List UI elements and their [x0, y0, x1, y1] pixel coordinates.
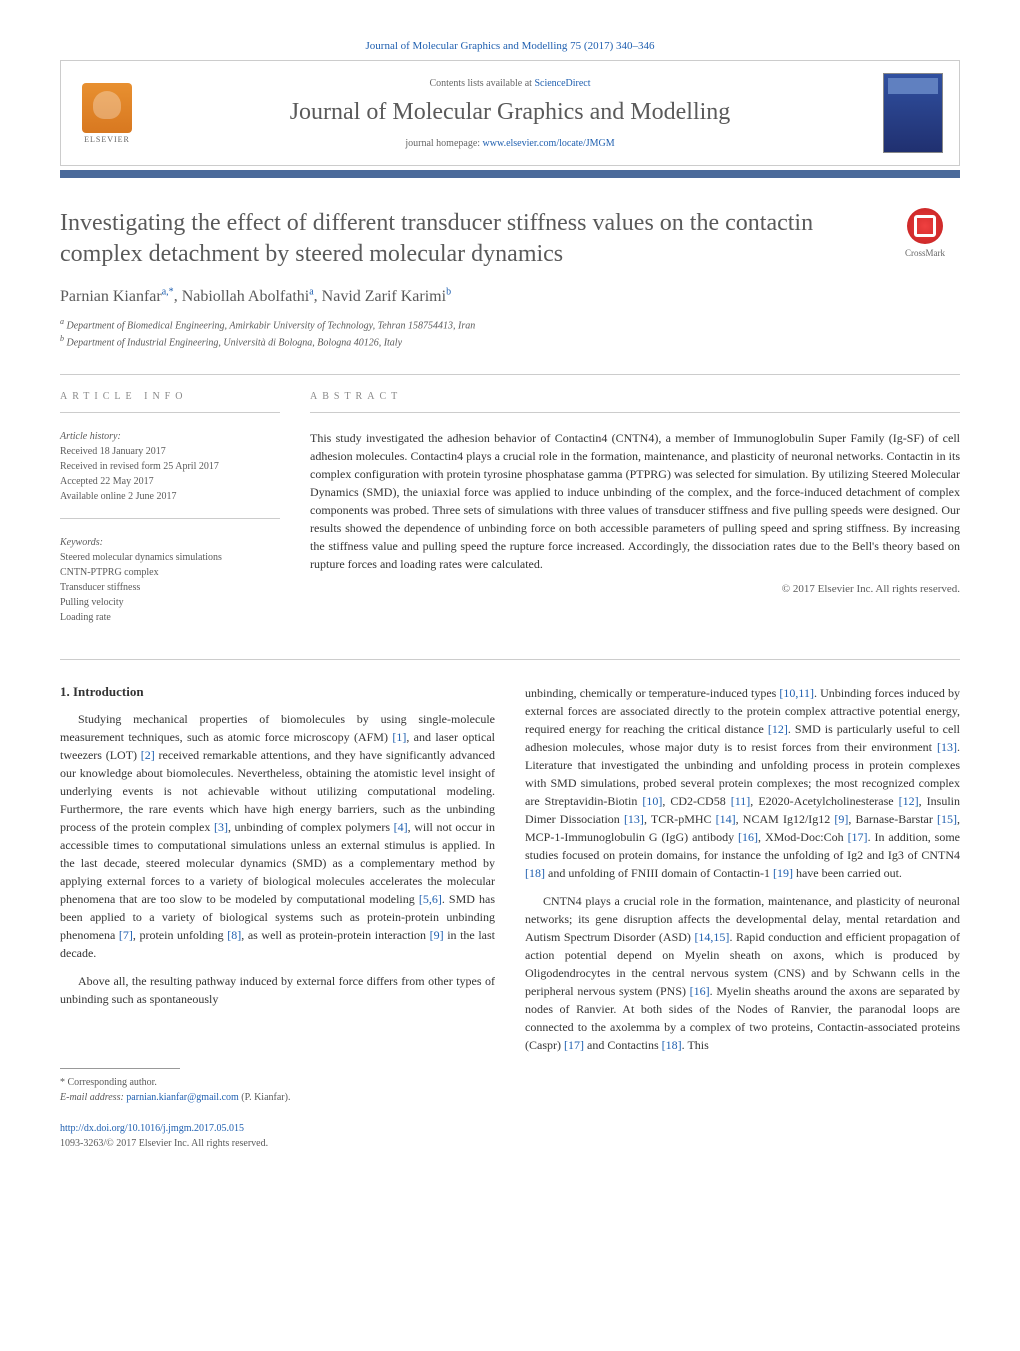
title-row: Investigating the effect of different tr…	[60, 208, 960, 270]
sciencedirect-link[interactable]: ScienceDirect	[534, 78, 590, 89]
author-name: Nabiollah Abolfathi	[182, 288, 310, 305]
keyword: Steered molecular dynamics simulations	[60, 550, 280, 565]
article-info-column: article info Article history: Received 1…	[60, 391, 280, 639]
abstract-column: abstract This study investigated the adh…	[310, 391, 960, 639]
authors-line: Parnian Kianfara,*, Nabiollah Abolfathia…	[60, 286, 960, 305]
section-heading: 1. Introduction	[60, 684, 495, 700]
keyword: Transducer stiffness	[60, 580, 280, 595]
contents-available: Contents lists available at ScienceDirec…	[137, 78, 883, 89]
affiliation: a Department of Biomedical Engineering, …	[60, 316, 960, 333]
footer-divider	[60, 1068, 180, 1069]
info-abstract-row: article info Article history: Received 1…	[60, 391, 960, 639]
affil-sup: b	[60, 334, 64, 343]
homepage-line: journal homepage: www.elsevier.com/locat…	[137, 138, 883, 149]
divider	[60, 518, 280, 519]
para-text: Studying mechanical properties of biomol…	[60, 710, 495, 962]
article-title: Investigating the effect of different tr…	[60, 208, 870, 270]
body-paragraph: Studying mechanical properties of biomol…	[60, 710, 495, 962]
author: Nabiollah Abolfathia	[182, 288, 314, 305]
para-text: CNTN4 plays a crucial role in the format…	[525, 892, 960, 1054]
journal-reference: Journal of Molecular Graphics and Modell…	[60, 40, 960, 52]
history-item: Accepted 22 May 2017	[60, 474, 280, 489]
body-paragraph: unbinding, chemically or temperature-ind…	[525, 684, 960, 882]
homepage-link[interactable]: www.elsevier.com/locate/JMGM	[483, 138, 615, 149]
email-link[interactable]: parnian.kianfar@gmail.com	[126, 1092, 239, 1103]
keywords-title: Keywords:	[60, 535, 280, 550]
body-paragraph: Above all, the resulting pathway induced…	[60, 972, 495, 1008]
author: Parnian Kianfara,*	[60, 288, 174, 305]
divider	[60, 412, 280, 413]
keywords-block: Keywords: Steered molecular dynamics sim…	[60, 535, 280, 625]
author-name: Navid Zarif Karimi	[322, 288, 446, 305]
affiliations: a Department of Biomedical Engineering, …	[60, 316, 960, 351]
page-container: Journal of Molecular Graphics and Modell…	[0, 0, 1020, 1191]
history-item: Available online 2 June 2017	[60, 489, 280, 504]
author-sup: a	[309, 286, 313, 297]
divider	[60, 659, 960, 660]
body-columns: 1. Introduction Studying mechanical prop…	[60, 684, 960, 1151]
right-column: unbinding, chemically or temperature-ind…	[525, 684, 960, 1151]
crossmark-badge[interactable]: CrossMark	[890, 208, 960, 258]
publisher-name: ELSEVIER	[84, 135, 130, 144]
contents-text: Contents lists available at	[429, 78, 534, 89]
crossmark-label: CrossMark	[890, 248, 960, 258]
homepage-label: journal homepage:	[405, 138, 482, 149]
doi-block: http://dx.doi.org/10.1016/j.jmgm.2017.05…	[60, 1121, 495, 1136]
affil-sup: a	[60, 317, 64, 326]
affil-text: Department of Industrial Engineering, Un…	[67, 337, 403, 348]
abstract-text: This study investigated the adhesion beh…	[310, 429, 960, 573]
section-title: Introduction	[73, 684, 144, 699]
body-paragraph: CNTN4 plays a crucial role in the format…	[525, 892, 960, 1054]
abstract-label: abstract	[310, 391, 960, 402]
history-title: Article history:	[60, 429, 280, 444]
doi-link[interactable]: http://dx.doi.org/10.1016/j.jmgm.2017.05…	[60, 1123, 244, 1134]
history-item: Received 18 January 2017	[60, 444, 280, 459]
crossmark-icon	[907, 208, 943, 244]
email-label: E-mail address:	[60, 1092, 126, 1103]
journal-name: Journal of Molecular Graphics and Modell…	[137, 99, 883, 126]
keyword: CNTN-PTPRG complex	[60, 565, 280, 580]
footer-block: * Corresponding author. E-mail address: …	[60, 1068, 495, 1151]
divider	[310, 412, 960, 413]
affiliation: b Department of Industrial Engineering, …	[60, 333, 960, 350]
section-number: 1.	[60, 684, 70, 699]
left-column: 1. Introduction Studying mechanical prop…	[60, 684, 495, 1151]
author-sup: b	[446, 286, 451, 297]
article-history: Article history: Received 18 January 201…	[60, 429, 280, 504]
abstract-copyright: © 2017 Elsevier Inc. All rights reserved…	[310, 583, 960, 595]
affil-text: Department of Biomedical Engineering, Am…	[67, 320, 476, 331]
corresponding-author: * Corresponding author.	[60, 1075, 495, 1090]
divider	[60, 374, 960, 375]
author-name: Parnian Kianfar	[60, 288, 162, 305]
journal-cover-thumbnail	[883, 73, 943, 153]
keyword: Loading rate	[60, 610, 280, 625]
email-line: E-mail address: parnian.kianfar@gmail.co…	[60, 1090, 495, 1105]
history-item: Received in revised form 25 April 2017	[60, 459, 280, 474]
author: Navid Zarif Karimib	[322, 288, 451, 305]
email-author: (P. Kianfar).	[239, 1092, 291, 1103]
keyword: Pulling velocity	[60, 595, 280, 610]
elsevier-logo: ELSEVIER	[77, 78, 137, 148]
issn-copyright: 1093-3263/© 2017 Elsevier Inc. All right…	[60, 1136, 495, 1151]
article-info-label: article info	[60, 391, 280, 402]
para-text: Above all, the resulting pathway induced…	[60, 972, 495, 1008]
header-center: Contents lists available at ScienceDirec…	[137, 78, 883, 149]
header-bar	[60, 170, 960, 178]
journal-header: ELSEVIER Contents lists available at Sci…	[60, 60, 960, 166]
elsevier-tree-icon	[82, 83, 132, 133]
author-sup: a,*	[162, 286, 174, 297]
